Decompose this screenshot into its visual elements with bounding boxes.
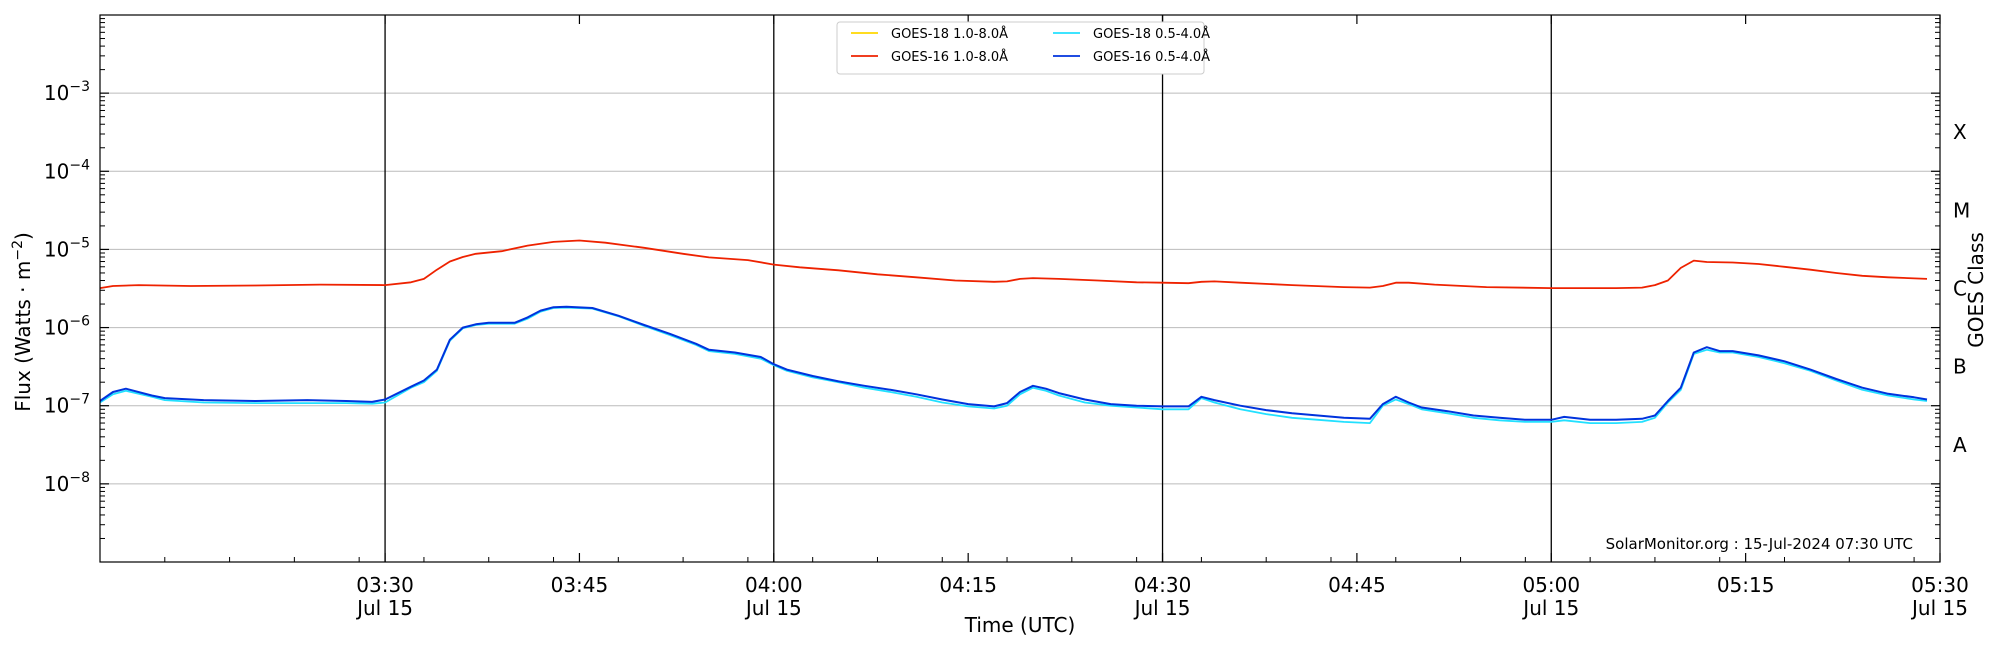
legend-label: GOES-18 1.0-8.0Å — [891, 26, 1008, 42]
x-tick-label: 04:15 — [939, 573, 997, 597]
y-tick-label: 10−7 — [44, 392, 90, 418]
legend-box — [836, 21, 1205, 75]
series-line-2 — [99, 239, 1928, 289]
watermark-text: SolarMonitor.org : 15-Jul-2024 07:30 UTC — [1606, 535, 1913, 553]
x-axis-label: Time (UTC) — [964, 613, 1076, 637]
x-tick-date-label: Jul 15 — [1910, 596, 1968, 620]
plot-frame — [99, 14, 1941, 563]
legend: GOES-18 1.0-8.0Å GOES-16 1.0-8.0Å GOES-18 … — [836, 21, 1210, 75]
goes-class-labels: A B C M X — [1953, 120, 1970, 457]
y-axis-ticks: 10−8 10−7 10−6 10−5 10−4 10−3 — [44, 18, 1940, 539]
x-tick-date-label: Jul 15 — [1133, 596, 1191, 620]
y-tick-label: 10−5 — [44, 235, 90, 261]
y-tick-label: 10−4 — [44, 157, 90, 183]
y-tick-label: 10−6 — [44, 314, 90, 340]
x-tick-label: 05:30 — [1911, 573, 1969, 597]
x-tick-date-label: Jul 15 — [744, 596, 802, 620]
x-tick-date-label: Jul 15 — [1521, 596, 1579, 620]
x-tick-label: 05:00 — [1522, 573, 1580, 597]
legend-label: GOES-16 0.5-4.0Å — [1093, 49, 1210, 65]
date-marker-lines — [384, 15, 1552, 562]
y-tick-label: 10−3 — [44, 79, 90, 105]
x-tick-label: 04:30 — [1134, 573, 1192, 597]
x-tick-date-label: Jul 15 — [355, 596, 413, 620]
x-tick-label: 04:00 — [745, 573, 803, 597]
x-tick-label: 03:30 — [356, 573, 414, 597]
x-tick-label: 04:45 — [1328, 573, 1386, 597]
x-tick-label: 05:15 — [1717, 573, 1775, 597]
legend-label: GOES-16 1.0-8.0Å — [891, 49, 1008, 65]
goes-class-x: X — [1953, 120, 1967, 144]
legend-label: GOES-18 0.5-4.0Å — [1093, 26, 1210, 42]
right-axis-label: GOES Class — [1964, 232, 1988, 348]
series-line-3 — [99, 305, 1928, 421]
y-tick-label: 10−8 — [44, 470, 90, 496]
x-tick-label: 03:45 — [551, 573, 609, 597]
goes-class-a: A — [1953, 433, 1967, 457]
goes-class-c: C — [1953, 277, 1967, 301]
series-lines — [99, 239, 1928, 424]
y-axis-label: Flux (Watts · m−2) — [10, 232, 35, 412]
goes-class-m: M — [1953, 198, 1970, 222]
goes-class-b: B — [1953, 355, 1967, 379]
grid-lines — [100, 92, 1940, 485]
